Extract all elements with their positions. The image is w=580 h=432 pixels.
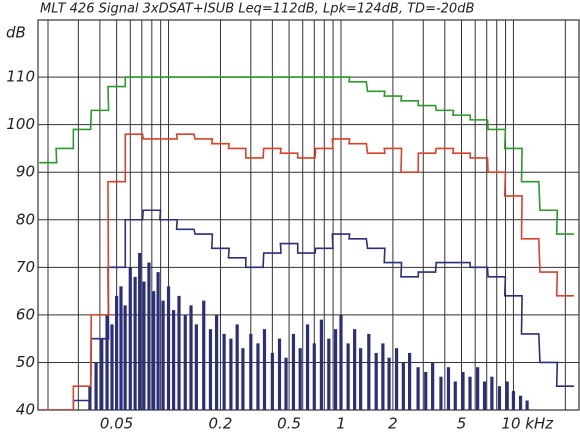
chart-title: MLT 426 Signal 3xDSAT+ISUB Leq=112dB, Lp… (40, 2, 474, 17)
y-tick-label: 80 (16, 210, 35, 228)
x-tick-label: 2 (388, 415, 398, 432)
x-tick-label: 5 (457, 415, 467, 432)
y-tick-label: 90 (16, 163, 35, 181)
step-line (39, 76, 574, 235)
step-line (39, 209, 574, 410)
x-tick-label: 1 (336, 415, 346, 432)
x-tick-label: 10 kHz (501, 415, 554, 432)
y-tick-label: 40 (16, 401, 35, 419)
y-tick-label: 50 (16, 353, 35, 371)
step-line (39, 133, 574, 410)
x-tick-label: 0.2 (209, 415, 233, 432)
y-tick-label: 100 (6, 115, 35, 133)
x-tick-label: 0.05 (100, 415, 133, 432)
y-tick-label: 110 (6, 68, 35, 86)
x-tick-label: 0.5 (277, 415, 301, 432)
y-axis-label: dB (6, 24, 26, 42)
y-tick-label: 70 (16, 258, 35, 276)
y-tick-label: 60 (16, 305, 35, 323)
